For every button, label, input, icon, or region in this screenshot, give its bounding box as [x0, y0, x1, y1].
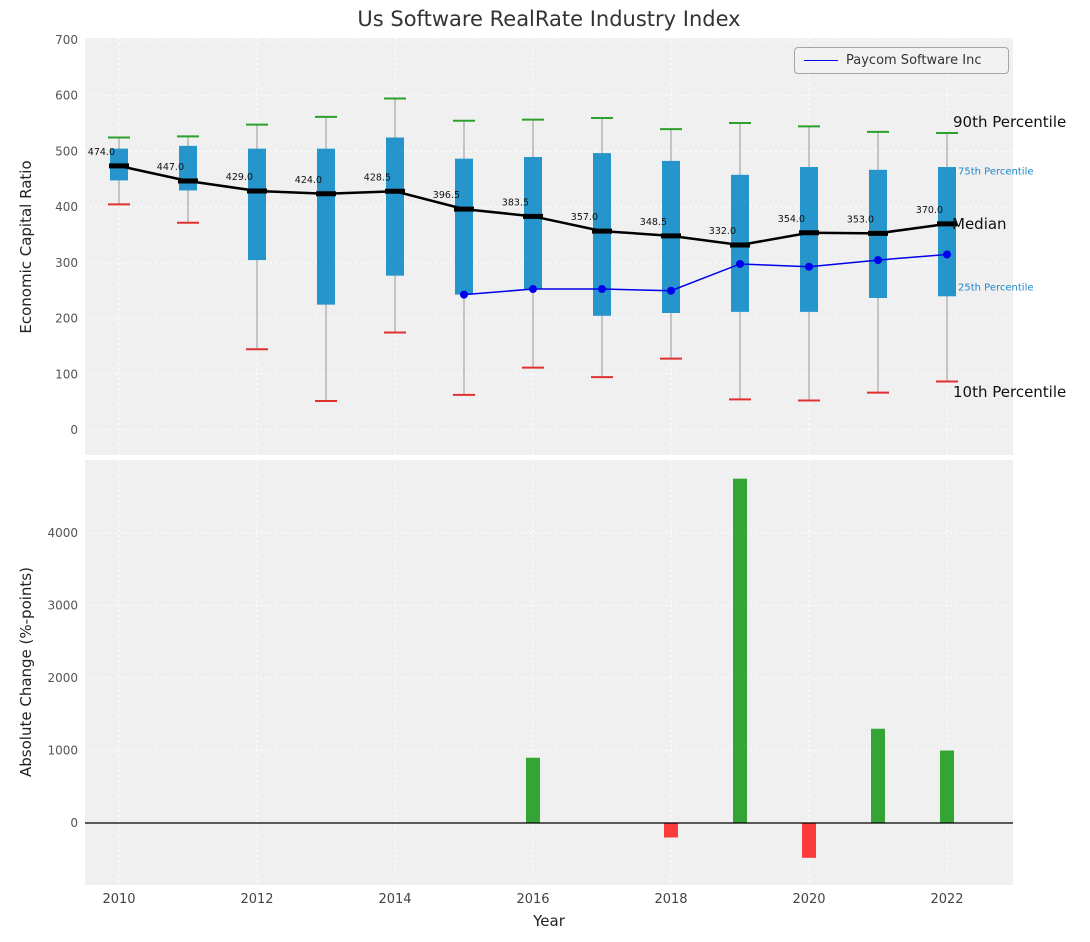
- median-value-label: 429.0: [226, 172, 253, 183]
- iqr-box: [455, 158, 473, 295]
- median-value-label: 396.5: [433, 190, 460, 201]
- median-value-label: 354.0: [778, 214, 805, 225]
- iqr-box: [938, 167, 956, 297]
- y-tick-label: 300: [55, 256, 78, 270]
- paycom-marker: [943, 250, 951, 259]
- paycom-marker: [736, 259, 744, 268]
- annotation-90th-percentile: 90th Percentile: [953, 113, 1067, 131]
- y-tick-label: 600: [55, 89, 78, 103]
- iqr-box: [524, 157, 542, 290]
- y-tick-label: 1000: [47, 744, 78, 758]
- y-tick-label: 100: [55, 367, 78, 381]
- legend-label: Paycom Software Inc: [846, 53, 982, 68]
- change-bar-2021: [871, 728, 885, 823]
- x-tick-label: 2020: [792, 892, 825, 907]
- y-tick-label: 500: [55, 144, 78, 158]
- x-tick-label: 2010: [102, 892, 135, 907]
- iqr-box: [386, 137, 404, 276]
- candle-2012: [246, 123, 268, 351]
- y-tick-label: 2000: [47, 671, 78, 685]
- annotation-10th-percentile: 10th Percentile: [953, 383, 1067, 401]
- top-plot-area: [85, 38, 1013, 455]
- median-value-label: 428.5: [364, 172, 391, 183]
- bottom-plot-area: [85, 460, 1013, 885]
- median-value-label: 353.0: [847, 214, 874, 225]
- y-tick-label: 700: [55, 33, 78, 47]
- candle-2013: [315, 115, 337, 403]
- median-value-label: 474.0: [88, 147, 115, 158]
- x-tick-label: 2014: [378, 892, 411, 907]
- iqr-box: [593, 153, 611, 316]
- change-bar-2022: [940, 750, 954, 823]
- y-tick-label: 3000: [47, 599, 78, 613]
- paycom-marker: [874, 256, 882, 265]
- annotation-median: Median: [952, 215, 1007, 233]
- legend-line-icon: [804, 60, 838, 61]
- y-tick-label: 200: [55, 312, 78, 326]
- paycom-line: [463, 253, 948, 296]
- candle-2016: [522, 118, 544, 369]
- candle-2014: [384, 97, 406, 334]
- candle-2015: [453, 119, 475, 396]
- x-tick-label: 2016: [516, 892, 549, 907]
- median-value-label: 424.0: [295, 175, 322, 186]
- tick-labels: 0 100 200 300 400 500 600 700 0 1000 2000 3000 4000 2…: [47, 33, 963, 907]
- gridlines: [85, 38, 1013, 885]
- paycom-marker: [805, 262, 813, 271]
- x-axis-label: Year: [533, 912, 565, 930]
- median-value-label: 370.0: [916, 205, 943, 216]
- y-tick-label: 0: [70, 423, 78, 437]
- median-value-label: 383.5: [502, 197, 529, 208]
- iqr-box: [317, 148, 335, 305]
- paycom-marker: [598, 285, 606, 294]
- x-tick-label: 2012: [240, 892, 273, 907]
- bottom-y-axis-label: Absolute Change (%-points): [17, 567, 35, 777]
- iqr-box: [800, 167, 818, 312]
- annotation-75th-percentile: 75th Percentile: [958, 166, 1034, 178]
- median-value-label: 332.0: [709, 226, 736, 237]
- paycom-marker: [529, 285, 537, 294]
- change-bar-2018: [664, 823, 678, 838]
- y-tick-label: 400: [55, 200, 78, 214]
- top-y-axis-label: Economic Capital Ratio: [17, 160, 35, 334]
- y-tick-label: 0: [70, 816, 78, 830]
- iqr-box: [248, 148, 266, 261]
- annotation-25th-percentile: 25th Percentile: [958, 282, 1034, 294]
- median-value-label: 357.0: [571, 212, 598, 223]
- chart-title: Us Software RealRate Industry Index: [357, 7, 741, 31]
- candle-2017: [591, 117, 613, 379]
- median-value-label: 447.0: [157, 162, 184, 173]
- change-bar-2020: [802, 823, 816, 858]
- median-value-label: 348.5: [640, 217, 667, 228]
- legend: Paycom Software Inc: [794, 47, 1009, 74]
- paycom-marker: [460, 290, 468, 299]
- change-bar-2016: [526, 757, 540, 823]
- x-tick-label: 2022: [930, 892, 963, 907]
- x-tick-label: 2018: [654, 892, 687, 907]
- paycom-marker: [667, 286, 675, 295]
- change-bar-2019: [733, 478, 747, 823]
- y-tick-label: 4000: [47, 526, 78, 540]
